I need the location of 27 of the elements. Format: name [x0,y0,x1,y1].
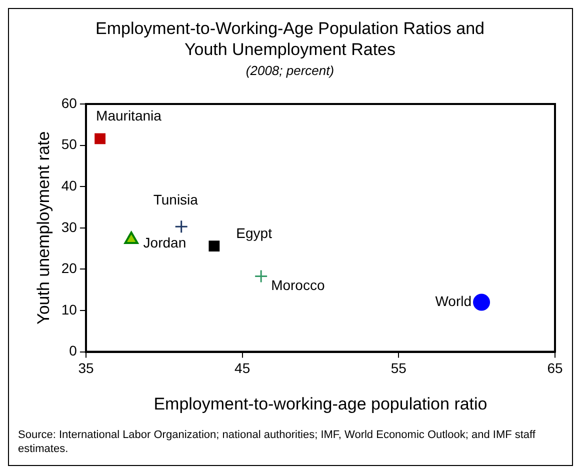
point [254,269,268,283]
y-tick-label: 30 [61,218,78,235]
chart-title: Employment-to-Working-Age Population Ratios and Youth Unemployment Rates [94,18,486,60]
x-tick-label: 65 [547,360,563,376]
point [208,240,220,252]
point [174,220,188,234]
x-tick-label: 55 [390,360,407,376]
x-tick-label: 45 [234,360,250,376]
series-label: Egypt [236,224,272,241]
point [94,133,106,144]
chart-subtitle: (2008; percent) [244,63,336,78]
y-tick-label: 10 [61,301,78,318]
x-axis-title: Employment-to-working-age population ratio [154,394,488,414]
series-label: Morocco [271,277,325,294]
series-label: World [435,293,472,310]
y-tick-label: 50 [61,136,78,152]
series-label: Tunisia [153,192,198,208]
point [473,294,490,311]
y-tick-label: 40 [61,177,78,194]
y-tick-label: 20 [61,260,78,276]
source-note: Source: International Labor Organization; national authorities; IMF, World Economic Outlook; and IMF staff estimates. [18,428,536,456]
series-label: Mauritania [96,108,162,124]
series-label: Jordan [143,234,186,250]
x-tick-label: 35 [78,360,94,376]
y-axis-title: Youth unemployment rate [34,131,53,324]
y-tick-label: 60 [61,94,78,111]
y-tick-label: 0 [69,342,78,359]
